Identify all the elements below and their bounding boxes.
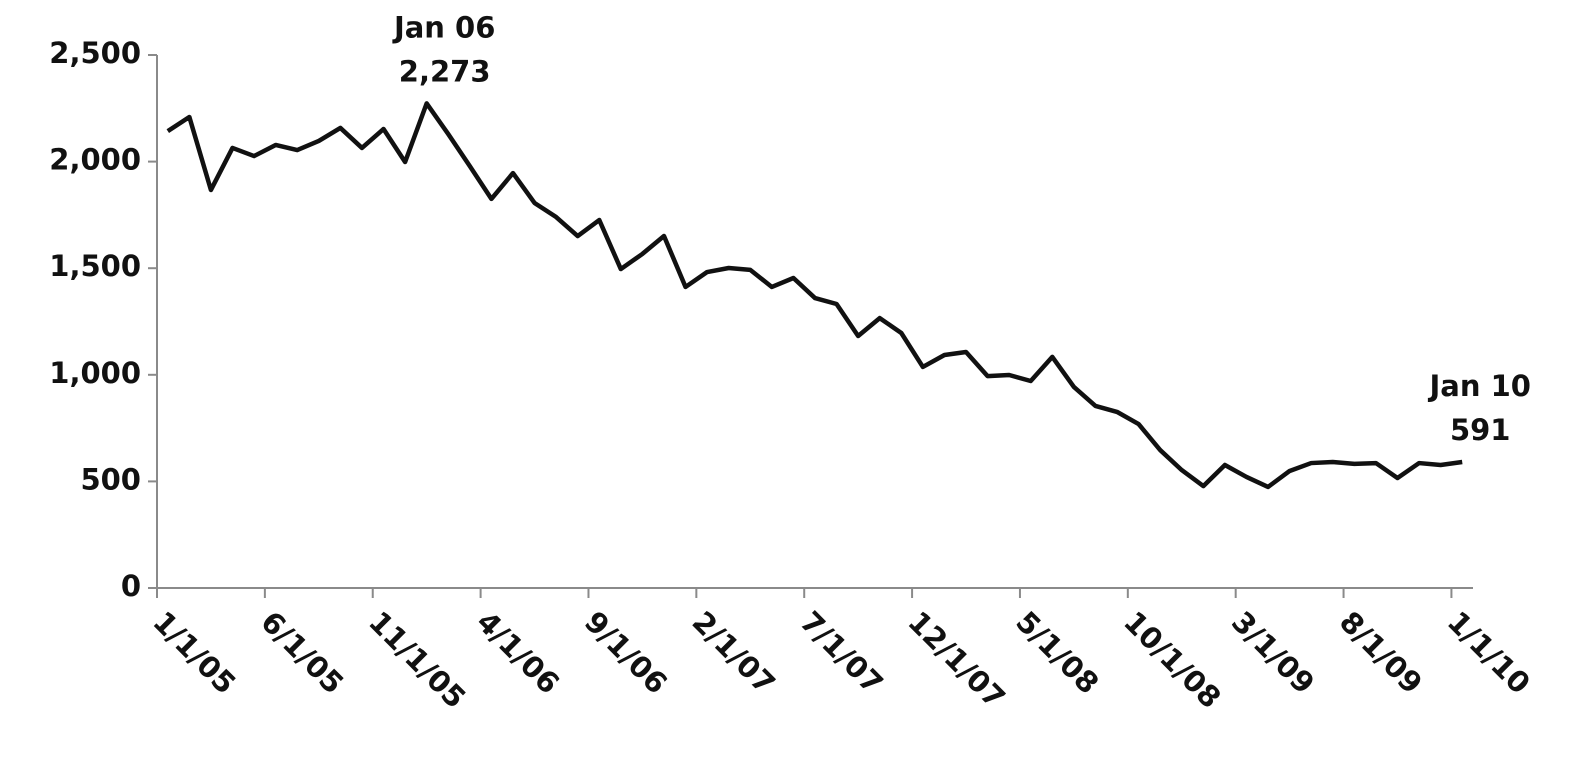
data-label: 591 [1450,413,1511,447]
y-tick-label: 0 [121,569,141,603]
y-tick-label: 2,000 [49,143,141,177]
data-line [166,101,1463,490]
x-tick-label: 3/1/09 [1225,605,1321,701]
y-tick-label: 2,500 [49,36,141,70]
annotation-label: Jan 10 [1427,369,1530,403]
x-tick-label: 9/1/06 [578,605,674,701]
x-tick-label: 1/1/10 [1441,605,1537,701]
x-tick-label: 12/1/07 [901,605,1011,715]
data-label: 2,273 [399,54,491,88]
x-tick-label: 6/1/05 [254,605,350,701]
x-tick-label: 11/1/05 [362,605,472,715]
annotation-label: Jan 06 [392,10,495,44]
x-tick-label: 7/1/07 [794,605,890,701]
y-tick-label: 1,500 [49,249,141,283]
x-tick-label: 1/1/05 [146,605,242,701]
x-tick-label: 4/1/06 [470,605,566,701]
x-tick-label: 10/1/08 [1117,605,1227,715]
y-tick-label: 500 [80,462,141,496]
x-tick-label: 2/1/07 [686,605,782,701]
y-tick-label: 1,000 [49,356,141,390]
x-tick-label: 8/1/09 [1333,605,1429,701]
x-tick-label: 5/1/08 [1009,605,1105,701]
